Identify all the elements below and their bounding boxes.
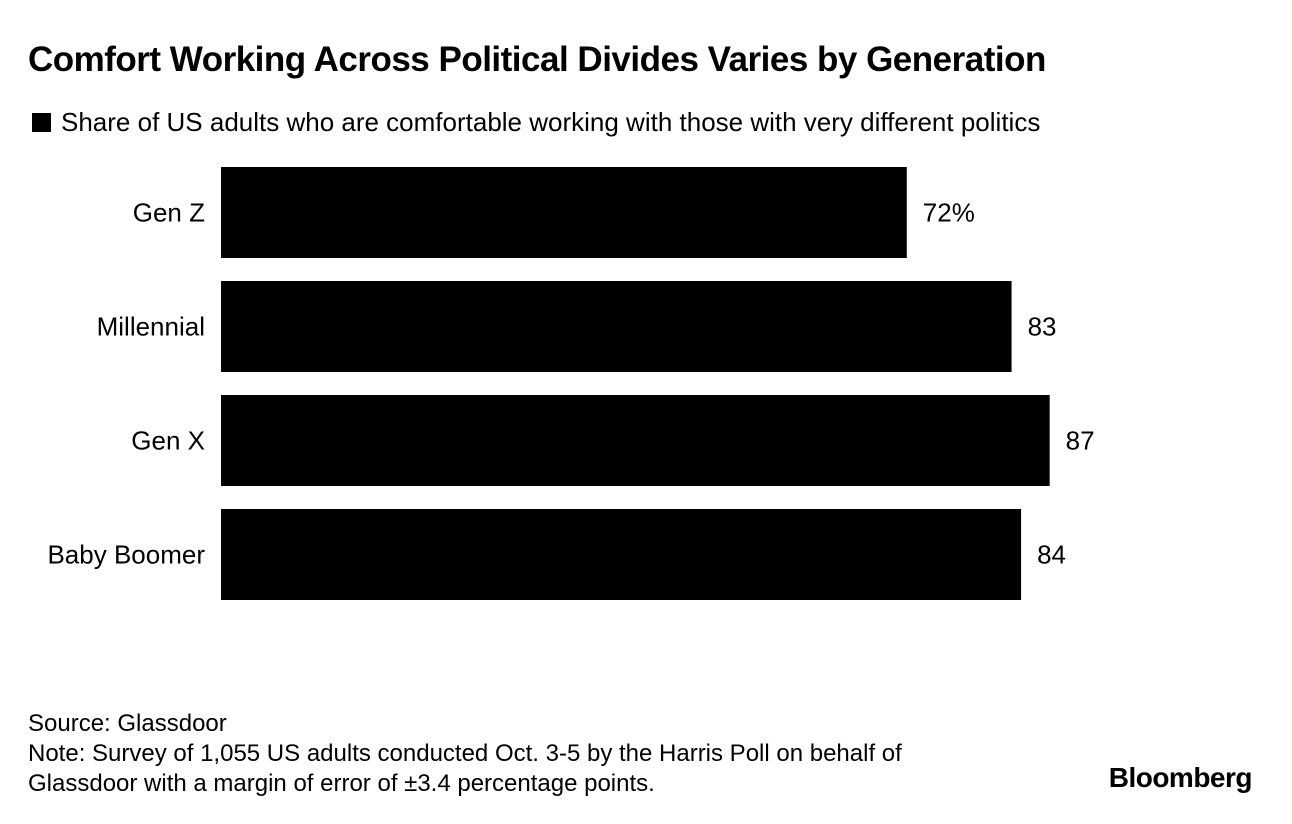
value-label-baby-boomer: 84 xyxy=(1037,540,1066,570)
value-label-gen-x: 87 xyxy=(1066,426,1095,456)
bloomberg-logo: Bloomberg xyxy=(1108,762,1253,793)
legend-swatch xyxy=(32,113,51,132)
legend-label: Share of US adults who are comfortable w… xyxy=(61,107,1041,137)
footer: Source: Glassdoor Note: Survey of 1,055 … xyxy=(28,709,902,799)
bar-gen-x xyxy=(221,395,1050,486)
bar-baby-boomer xyxy=(221,509,1022,600)
bar-chart: Gen Z 72% Millennial 83 Gen X 87 Baby Boomer 84 xyxy=(47,167,1095,600)
source-note: Source: Glassdoor xyxy=(28,710,227,737)
bar-gen-z xyxy=(221,167,907,258)
chart-title: Comfort Working Across Political Divides… xyxy=(28,40,1046,79)
survey-note-line-1: Note: Survey of 1,055 US adults conducte… xyxy=(28,740,902,767)
category-label-baby-boomer: Baby Boomer xyxy=(47,540,205,570)
category-label-gen-z: Gen Z xyxy=(133,198,205,228)
survey-note-line-2: Glassdoor with a margin of error of ±3.4… xyxy=(28,770,655,797)
legend: Share of US adults who are comfortable w… xyxy=(32,107,1040,138)
category-label-millennial: Millennial xyxy=(97,312,205,342)
category-label-gen-x: Gen X xyxy=(131,426,205,456)
value-label-gen-z: 72% xyxy=(923,198,975,228)
bar-millennial xyxy=(221,281,1012,372)
value-label-millennial: 83 xyxy=(1028,312,1057,342)
